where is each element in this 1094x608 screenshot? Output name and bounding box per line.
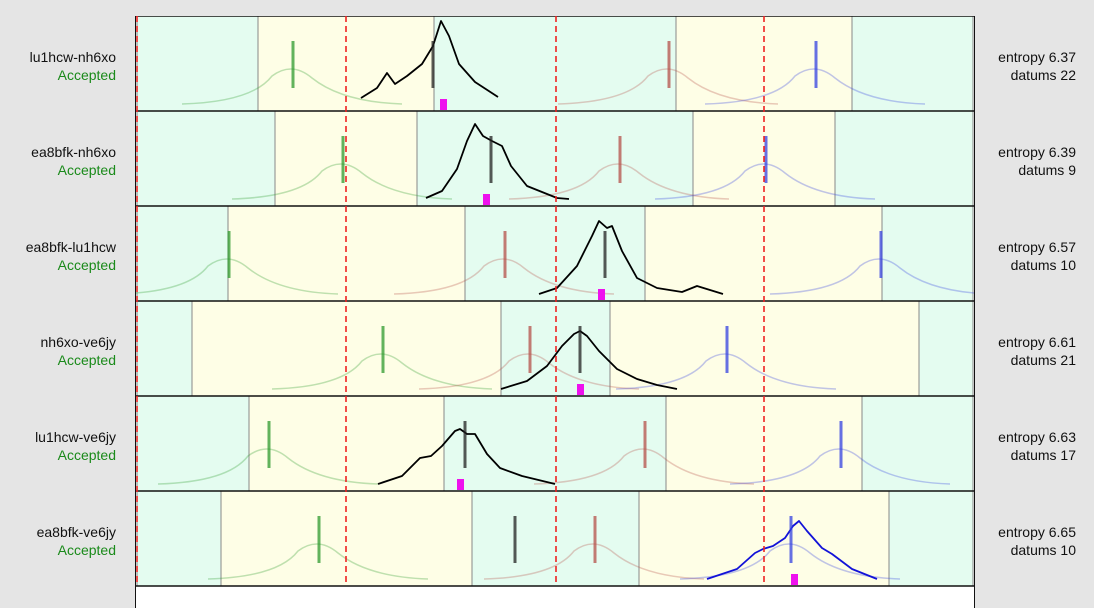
entropy-value: entropy 6.57 [998, 239, 1076, 255]
entropy-value: entropy 6.61 [998, 334, 1076, 350]
ridge-row [136, 110, 974, 207]
row-stats: entropy 6.61 datums 21 [946, 333, 1076, 369]
segment-band [861, 395, 974, 492]
row-label: lu1hcw-nh6xo Accepted [0, 48, 116, 84]
row-label: lu1hcw-ve6jy Accepted [0, 428, 116, 464]
segment-band [433, 16, 677, 112]
row-stats: entropy 6.63 datums 17 [946, 428, 1076, 464]
highlight-marker [457, 479, 464, 490]
row-stats: entropy 6.37 datums 22 [946, 48, 1076, 84]
segment-band [136, 300, 193, 397]
plot-area [135, 16, 975, 608]
entropy-value: entropy 6.39 [998, 144, 1076, 160]
row-stats: entropy 6.57 datums 10 [946, 238, 1076, 274]
segment-band [464, 205, 646, 302]
ridge-row [136, 205, 974, 302]
segment-band [834, 110, 974, 207]
ridge-row [136, 300, 974, 397]
segment-band [443, 395, 667, 492]
segment-band [136, 16, 259, 112]
main-density-curve [425, 123, 570, 200]
status-text: Accepted [57, 67, 116, 83]
segment-band [136, 110, 276, 207]
ridge-row [136, 395, 974, 492]
ridge-chart [136, 16, 974, 587]
pair-name: lu1hcw-nh6xo [29, 49, 116, 65]
main-density-curve [706, 520, 878, 580]
status-text: Accepted [57, 447, 116, 463]
segment-band [416, 110, 694, 207]
status-text: Accepted [57, 542, 116, 558]
pair-name: lu1hcw-ve6jy [35, 429, 116, 445]
pair-name: ea8bfk-nh6xo [31, 144, 116, 160]
entropy-value: entropy 6.63 [998, 429, 1076, 445]
segment-band [918, 300, 974, 397]
status-text: Accepted [57, 352, 116, 368]
row-stats: entropy 6.65 datums 10 [946, 523, 1076, 559]
row-label: ea8bfk-nh6xo Accepted [0, 143, 116, 179]
pair-name: ea8bfk-ve6jy [36, 524, 116, 540]
segment-band [136, 395, 250, 492]
segment-band [888, 490, 974, 587]
highlight-marker [577, 384, 584, 395]
row-label: ea8bfk-ve6jy Accepted [0, 523, 116, 559]
datums-count: datums 17 [1010, 447, 1076, 463]
highlight-marker [791, 574, 798, 585]
segment-band [851, 16, 974, 112]
main-density-curve [360, 20, 499, 99]
row-label: nh6xo-ve6jy Accepted [0, 333, 117, 369]
pair-name: nh6xo-ve6jy [40, 334, 117, 350]
datums-count: datums 10 [1010, 542, 1076, 558]
row-label: ea8bfk-lu1hcw Accepted [0, 238, 116, 274]
segment-band [136, 490, 222, 587]
datums-count: datums 21 [1010, 352, 1076, 368]
ridge-row [136, 16, 974, 112]
ridge-row [136, 490, 974, 587]
main-density-curve [377, 428, 556, 485]
row-stats: entropy 6.39 datums 9 [946, 143, 1076, 179]
datums-count: datums 9 [1018, 162, 1076, 178]
status-text: Accepted [57, 257, 116, 273]
pair-name: ea8bfk-lu1hcw [25, 239, 116, 255]
segment-band [881, 205, 974, 302]
status-text: Accepted [57, 162, 116, 178]
highlight-marker [483, 194, 490, 205]
entropy-value: entropy 6.37 [998, 49, 1076, 65]
main-density-curve [538, 220, 724, 295]
datums-count: datums 22 [1010, 67, 1076, 83]
main-density-curve [500, 330, 678, 390]
entropy-value: entropy 6.65 [998, 524, 1076, 540]
segment-band [136, 205, 229, 302]
datums-count: datums 10 [1010, 257, 1076, 273]
highlight-marker [440, 99, 447, 110]
highlight-marker [598, 289, 605, 300]
